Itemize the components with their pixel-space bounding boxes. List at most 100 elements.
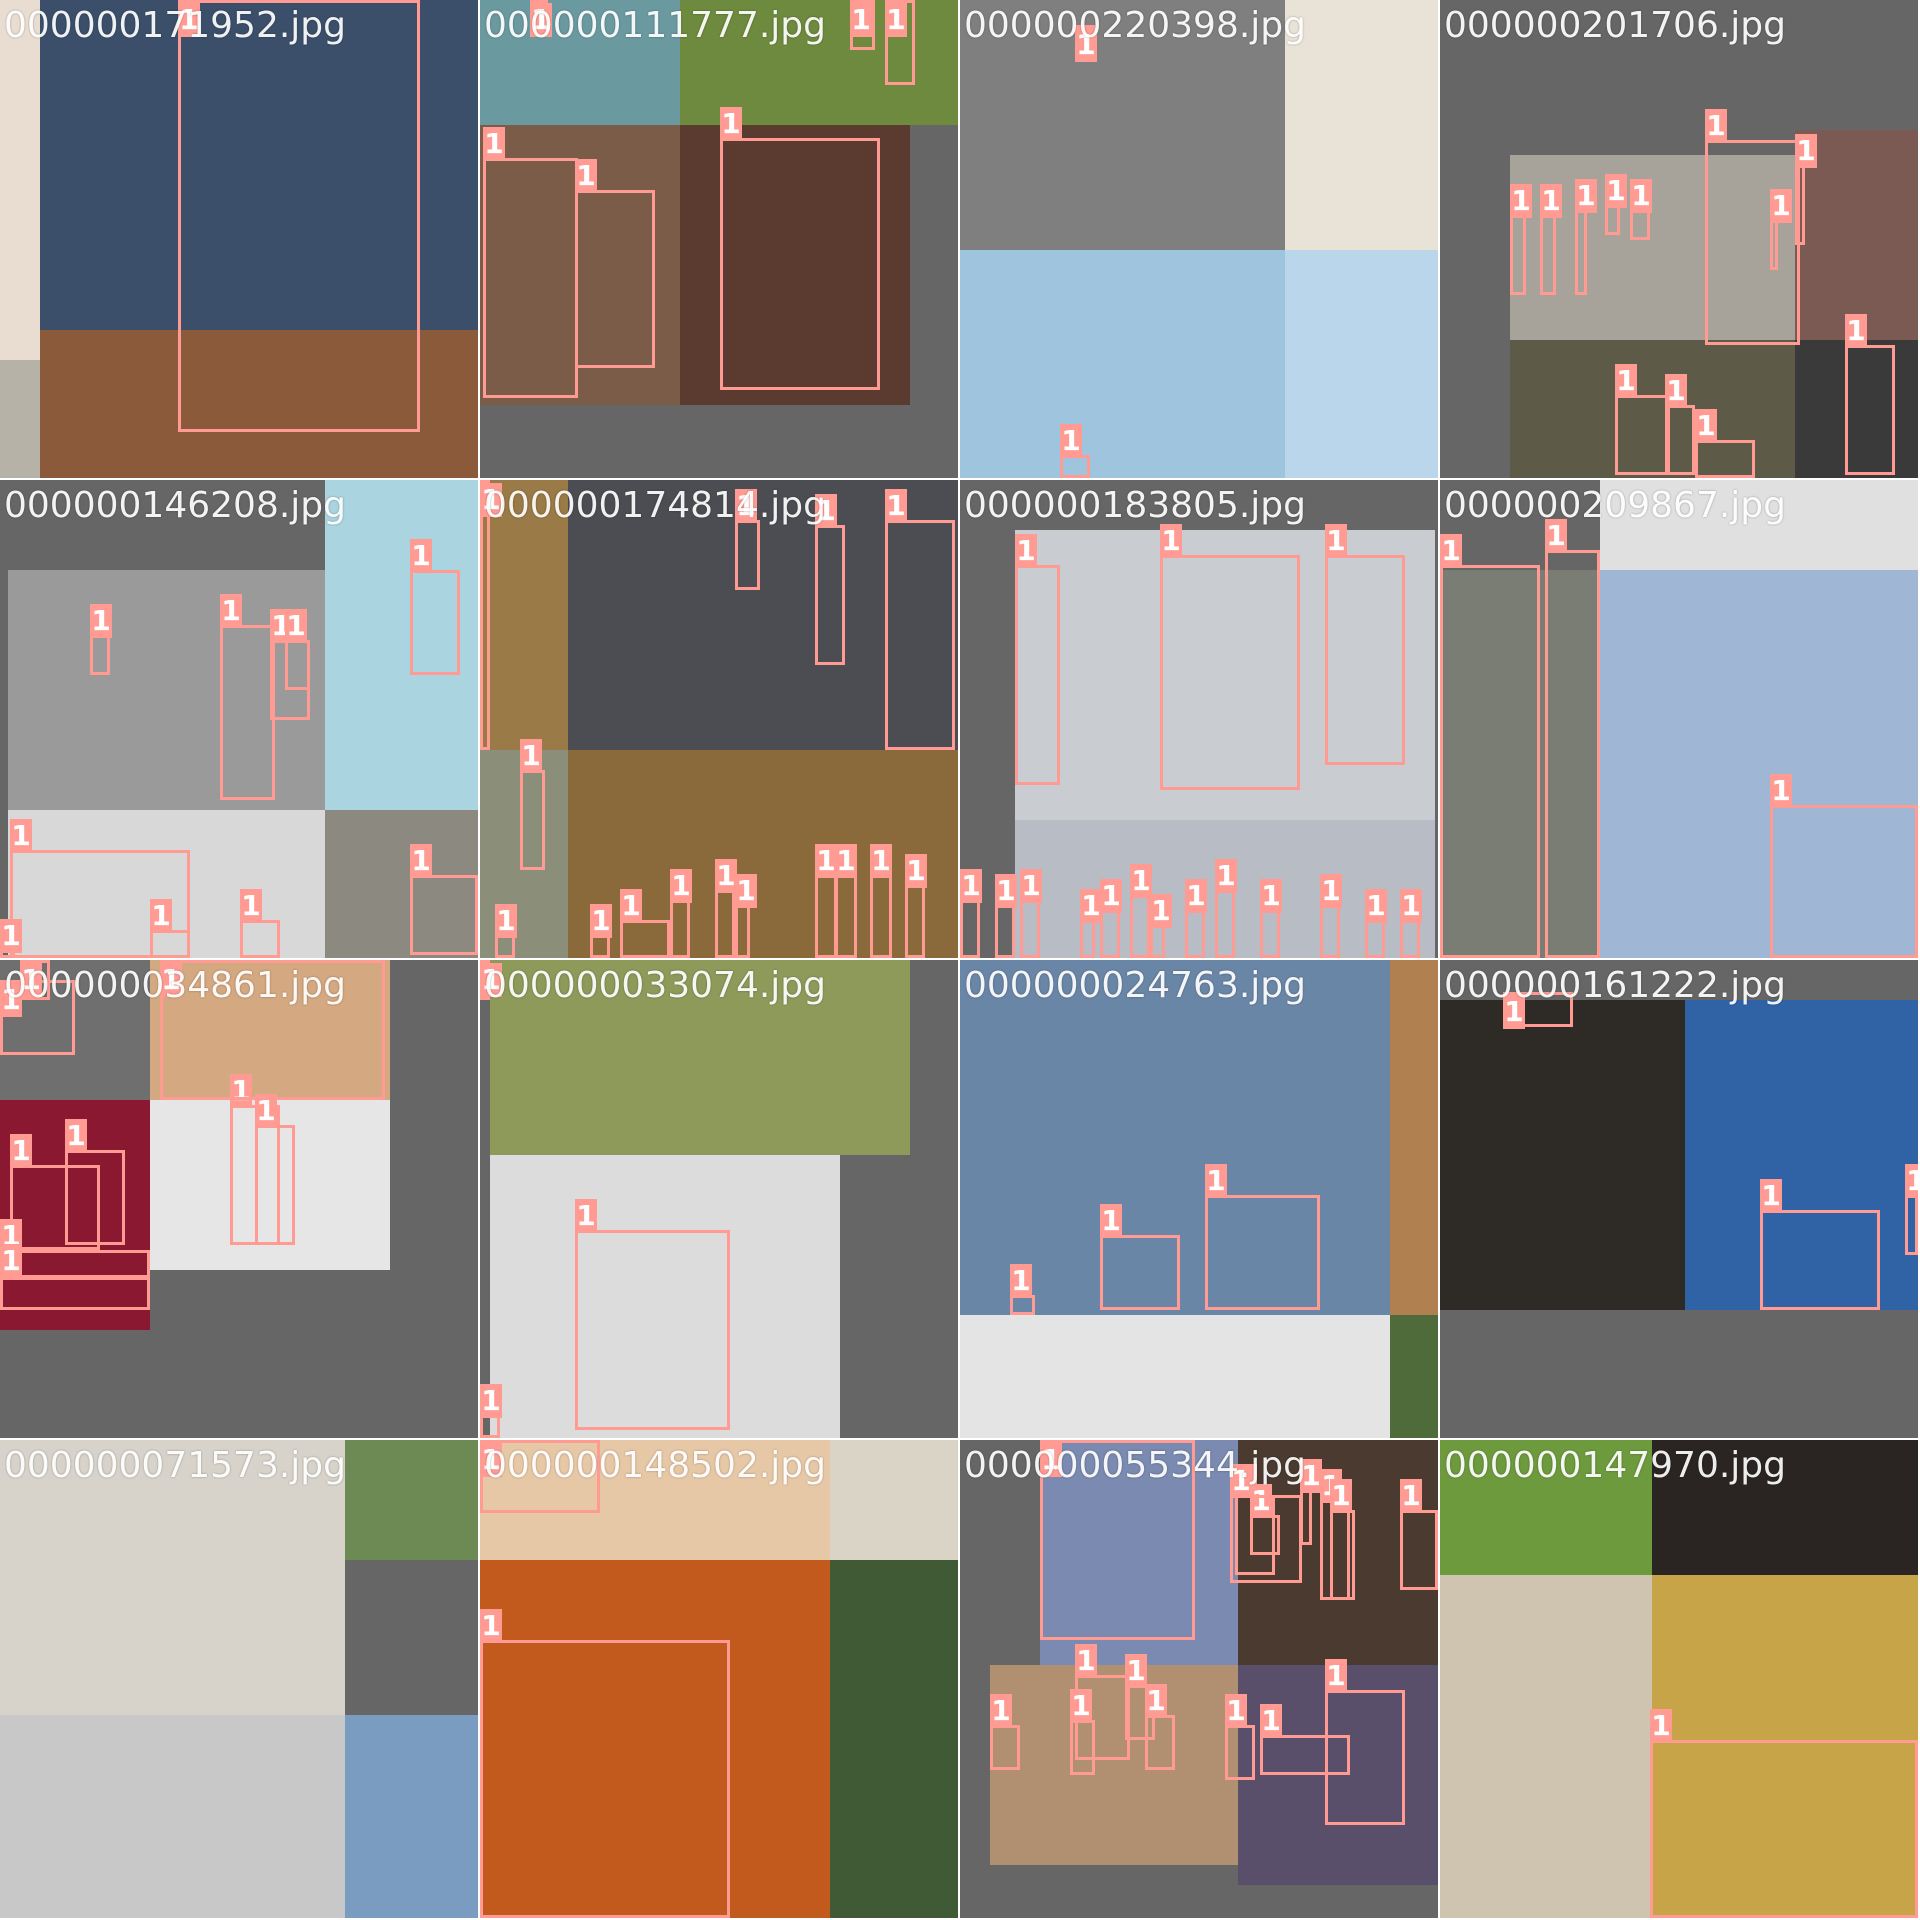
- bounding-box: 1: [1150, 894, 1172, 958]
- tile-filename: 000000209867.jpg: [1444, 485, 1786, 526]
- photo-region: [1440, 570, 1600, 958]
- photo-region: [1795, 340, 1918, 478]
- box-class-label: 1: [20, 963, 42, 997]
- photo-region: [680, 0, 958, 125]
- box-class-label: 1: [990, 1694, 1012, 1728]
- box-class-label: 1: [410, 539, 432, 573]
- tile-filename: 000000161222.jpg: [1444, 965, 1786, 1006]
- box-class-label: 1: [1130, 864, 1152, 898]
- photo-region: [0, 360, 40, 478]
- bounding-box: 1: [480, 1384, 502, 1438]
- tile-filename: 000000148502.jpg: [484, 1445, 826, 1486]
- tile-filename: 000000183805.jpg: [964, 485, 1306, 526]
- box-class-label: 1: [1503, 995, 1525, 1029]
- tile-filename: 000000034861.jpg: [4, 965, 346, 1006]
- bounding-box: 1: [1330, 1479, 1355, 1600]
- bounding-box: 1: [870, 844, 892, 958]
- box-class-label: 1: [960, 869, 982, 903]
- box-class-label: 1: [520, 739, 542, 773]
- box-class-label: 1: [1015, 534, 1037, 568]
- bounding-box: 1: [1015, 534, 1060, 785]
- tile-filename: 000000033074.jpg: [484, 965, 826, 1006]
- tile-filename: 000000201706.jpg: [1444, 5, 1786, 46]
- bounding-box: 1: [850, 0, 875, 50]
- box-class-label: 1: [1225, 1694, 1247, 1728]
- photo-region: [480, 0, 680, 125]
- mosaic-tile: 1111111111111111000000174814.jpg: [480, 480, 958, 958]
- box-class-label: 1: [240, 889, 262, 923]
- box-class-label: 1: [410, 844, 432, 878]
- mosaic-tile: 1111111111111111000000055344.jpg: [960, 1440, 1438, 1918]
- box-class-label: 1: [1040, 1443, 1062, 1477]
- bounding-box: 1: [1205, 1164, 1320, 1310]
- box-class-label: 1: [0, 983, 22, 1017]
- photo-region: [1652, 1440, 1918, 1575]
- box-class-label: 1: [1665, 374, 1687, 408]
- bounding-box: 1: [90, 604, 112, 675]
- photo-region: [480, 1440, 830, 1560]
- bounding-box: 1: [885, 0, 915, 85]
- box-class-label: 1: [1770, 774, 1792, 808]
- photo-region: [1652, 1575, 1918, 1918]
- tile-filename: 000000024763.jpg: [964, 965, 1306, 1006]
- bounding-box: 1: [1225, 1694, 1255, 1780]
- box-class-label: 1: [1100, 879, 1122, 913]
- bounding-box: 1: [835, 844, 857, 958]
- photo-region: [990, 1665, 1240, 1865]
- bounding-box: 1: [1795, 134, 1817, 245]
- bounding-box: 1: [495, 904, 517, 958]
- bounding-box: 1: [1185, 879, 1207, 958]
- photo-region: [1285, 250, 1438, 478]
- photo-region: [1510, 340, 1795, 478]
- photo-region: [150, 960, 390, 1100]
- box-class-label: 1: [815, 494, 837, 528]
- box-class-label: 1: [1070, 1689, 1092, 1723]
- box-class-label: 1: [1695, 409, 1717, 443]
- bounding-box: 1: [590, 904, 612, 958]
- box-class-label: 1: [480, 1443, 502, 1477]
- box-class-label: 1: [1250, 1484, 1272, 1518]
- photo-region: [830, 1440, 958, 1560]
- box-class-label: 1: [1545, 519, 1567, 553]
- bounding-box: 1: [1250, 1484, 1280, 1555]
- photo-region: [1440, 1440, 1652, 1575]
- photo-region: [1440, 1000, 1685, 1310]
- bounding-box: 1: [285, 609, 310, 690]
- bounding-box: 1: [483, 127, 578, 398]
- bounding-box: 1: [575, 1199, 730, 1430]
- box-class-label: 1: [285, 609, 307, 643]
- box-class-label: 1: [1010, 1264, 1032, 1298]
- photo-region: [960, 250, 1285, 478]
- box-class-label: 1: [670, 869, 692, 903]
- bounding-box: 1: [1510, 184, 1532, 295]
- box-class-label: 1: [480, 963, 502, 997]
- bounding-box: 1: [1300, 1459, 1322, 1545]
- photo-region: [0, 1440, 345, 1715]
- bounding-box: 1: [1320, 874, 1342, 958]
- bounding-box: 1: [1440, 534, 1540, 958]
- bounding-box: 1: [1070, 1689, 1095, 1775]
- bounding-box: 1: [10, 1134, 100, 1250]
- bounding-box: 1: [150, 899, 190, 958]
- photo-region: [345, 1440, 478, 1560]
- box-class-label: 1: [1320, 874, 1342, 908]
- bounding-box: 1: [410, 844, 478, 955]
- box-class-label: 1: [483, 127, 505, 161]
- photo-region: [150, 1100, 390, 1270]
- box-class-label: 1: [90, 604, 112, 638]
- box-class-label: 1: [1400, 1479, 1422, 1513]
- box-class-label: 1: [1300, 1459, 1322, 1493]
- box-class-label: 1: [1325, 1659, 1347, 1693]
- photo-region: [960, 0, 1285, 250]
- box-class-label: 1: [995, 874, 1017, 908]
- box-class-label: 1: [620, 889, 642, 923]
- photo-region: [0, 1715, 345, 1918]
- mosaic-tile: 1 000000147970.jpg: [1440, 1440, 1918, 1918]
- box-class-label: 1: [1440, 534, 1462, 568]
- photo-region: [490, 1155, 840, 1438]
- bounding-box: 1: [480, 1609, 730, 1918]
- mosaic-tile: 1 1 1 000000024763.jpg: [960, 960, 1438, 1438]
- box-class-label: 1: [1650, 1709, 1672, 1743]
- photo-region: [480, 750, 568, 958]
- box-class-label: 1: [1330, 1479, 1352, 1513]
